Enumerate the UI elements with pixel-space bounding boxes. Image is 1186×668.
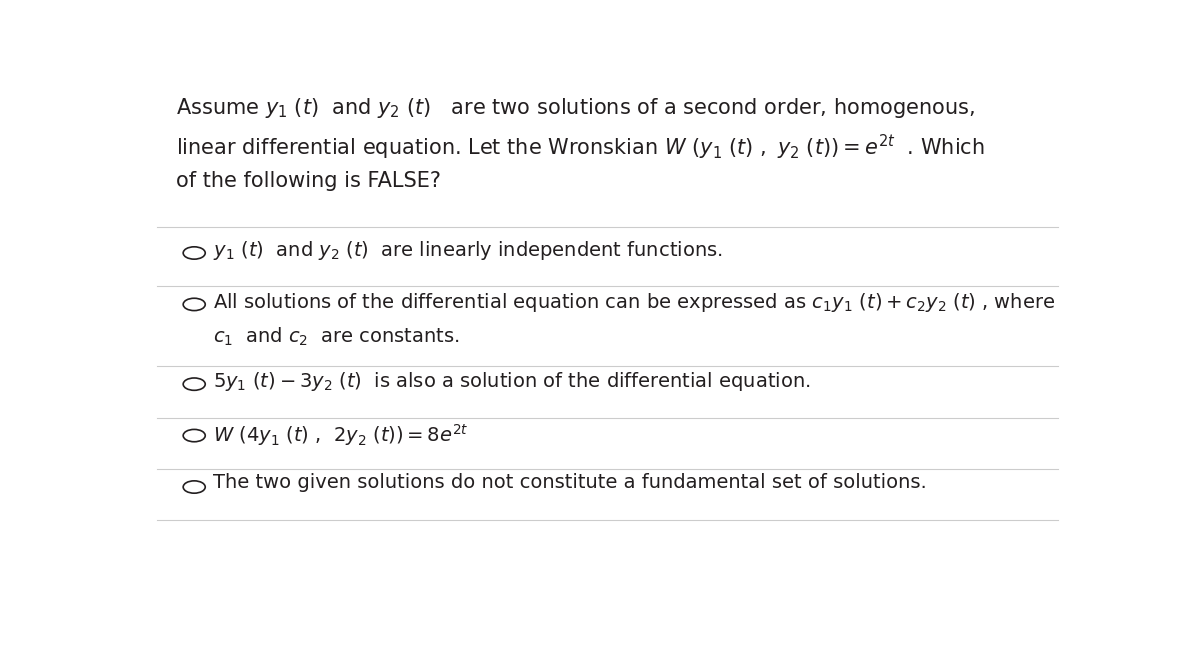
Text: $5y_1$ $(t) - 3y_2$ $(t)$  is also a solution of the differential equation.: $5y_1$ $(t) - 3y_2$ $(t)$ is also a solu… — [212, 370, 810, 393]
Text: $c_1$  and $c_2$  are constants.: $c_1$ and $c_2$ are constants. — [212, 325, 459, 348]
Text: linear differential equation. Let the Wronskian $W$ $(y_1$ $(t)$ $,$ $y_2$ $(t)): linear differential equation. Let the Wr… — [176, 133, 984, 162]
Text: The two given solutions do not constitute a fundamental set of solutions.: The two given solutions do not constitut… — [212, 473, 926, 492]
Text: $y_1$ $(t)$  and $y_2$ $(t)$  are linearly independent functions.: $y_1$ $(t)$ and $y_2$ $(t)$ are linearly… — [212, 239, 722, 262]
Text: of the following is FALSE?: of the following is FALSE? — [176, 171, 441, 190]
Text: All solutions of the differential equation can be expressed as $c_1 y_1$ $(t) + : All solutions of the differential equati… — [212, 291, 1054, 313]
Text: Assume $y_1$ $(t)$  and $y_2$ $(t)$   are two solutions of a second order, homog: Assume $y_1$ $(t)$ and $y_2$ $(t)$ are t… — [176, 96, 975, 120]
Text: $W$ $(4y_1$ $(t)$ ,  $2y_2$ $(t)) = 8e^{2t}$: $W$ $(4y_1$ $(t)$ , $2y_2$ $(t)) = 8e^{2… — [212, 422, 468, 448]
